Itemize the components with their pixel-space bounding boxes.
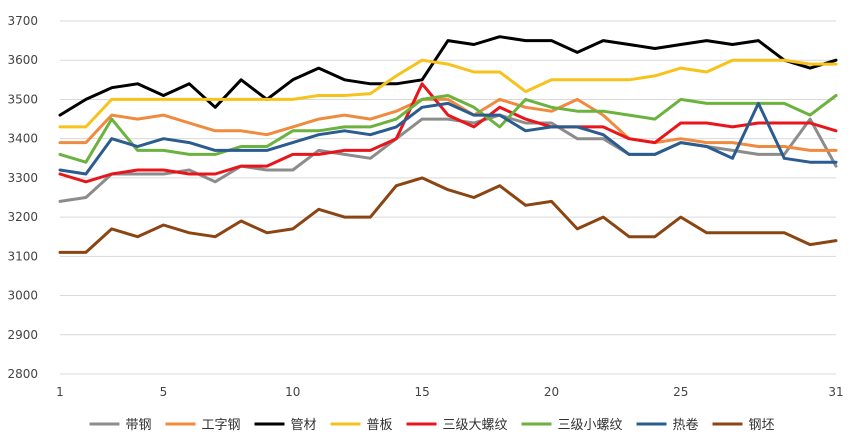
- series-line-7: [58, 101, 838, 176]
- y-tick-label: 3300: [7, 171, 38, 185]
- y-tick-label: 3000: [7, 289, 38, 303]
- x-tick-label: 10: [285, 385, 300, 399]
- x-tick-label: 15: [414, 385, 429, 399]
- x-tick-label: 31: [828, 385, 843, 399]
- legend-label: 带钢: [126, 418, 152, 433]
- series-lines: [58, 35, 838, 254]
- y-tick-label: 3200: [7, 210, 38, 224]
- legend-label: 钢坯: [749, 418, 775, 433]
- series-line-5: [58, 82, 838, 184]
- axes: 2800 2900 3000 3100 3200 3300 3400 3500 3600 3700…: [7, 14, 843, 399]
- y-tick-label: 3400: [7, 132, 38, 146]
- gridlines: [60, 20, 836, 375]
- y-tick-label: 2800: [7, 367, 38, 381]
- legend-label: 普板: [367, 418, 393, 433]
- legend-label: 管材: [291, 418, 317, 433]
- x-tick-label: 20: [544, 385, 559, 399]
- y-tick-label: 3100: [7, 249, 38, 263]
- y-tick-label: 3700: [7, 14, 38, 28]
- series-line-6: [58, 94, 838, 164]
- y-tick-label: 2900: [7, 328, 38, 342]
- series-line-8: [58, 176, 838, 254]
- x-tick-label: 1: [56, 385, 64, 399]
- legend-label: 热卷: [673, 417, 699, 433]
- legend-label: 工字钢: [202, 418, 241, 433]
- x-tick-label: 25: [673, 385, 688, 399]
- series-line-3: [58, 35, 838, 117]
- series-line-4: [58, 58, 838, 129]
- legend-label: 三级大螺纹: [443, 418, 508, 433]
- series-line-2: [58, 97, 838, 152]
- legend-label: 三级小螺纹: [558, 418, 623, 433]
- y-tick-label: 3600: [7, 53, 38, 67]
- legend: 带钢 工字钢 管材 普板 三级大螺纹 三级小螺纹 热卷 钢坯: [89, 417, 775, 433]
- x-tick-label: 5: [160, 385, 168, 399]
- y-tick-label: 3500: [7, 92, 38, 106]
